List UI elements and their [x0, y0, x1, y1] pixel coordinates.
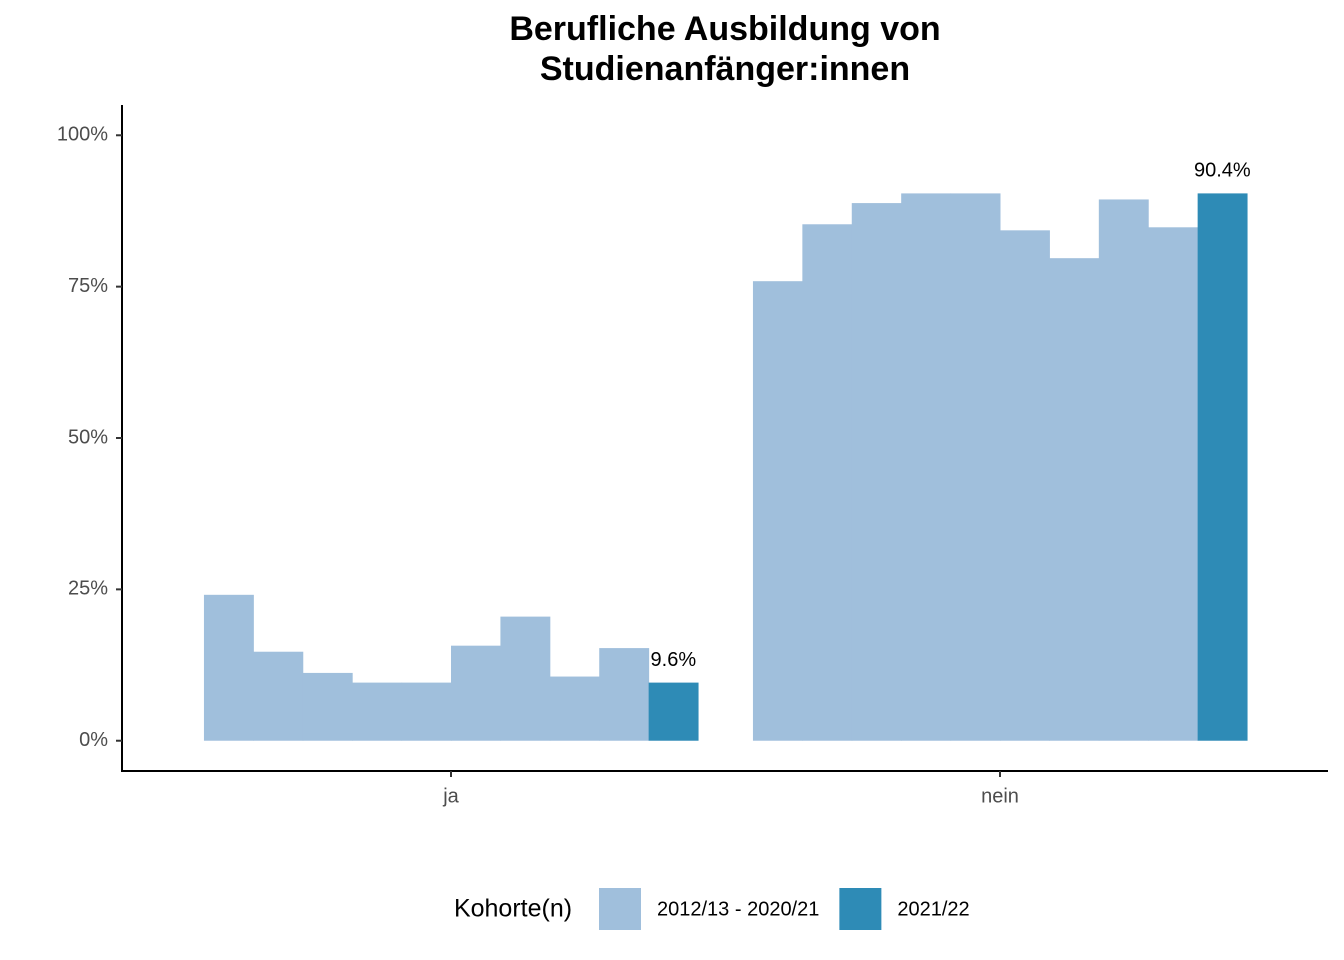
bar	[1197, 193, 1248, 741]
legend-label: 2012/13 - 2020/21	[657, 898, 819, 920]
data-label: 90.4%	[1194, 160, 1251, 182]
bar	[401, 682, 452, 741]
legend-swatch	[839, 888, 882, 930]
y-tick-label: 100%	[57, 124, 108, 146]
legend-label: 2021/22	[897, 898, 969, 920]
bar	[1098, 199, 1149, 741]
data-label: 9.6%	[651, 649, 697, 671]
legend-title: Kohorte(n)	[454, 895, 572, 923]
bar	[851, 203, 902, 741]
bar	[253, 651, 304, 741]
chart-title: Studienanfänger:innen	[540, 50, 910, 88]
bar	[302, 672, 353, 741]
bar	[203, 594, 254, 741]
bar	[352, 682, 403, 741]
bar	[599, 648, 650, 741]
bar	[500, 616, 551, 741]
y-tick-label: 75%	[68, 275, 108, 297]
bar	[802, 224, 853, 741]
bar	[549, 676, 600, 741]
bar	[950, 193, 1001, 741]
bar	[648, 682, 699, 741]
x-tick-label: ja	[442, 785, 459, 807]
y-tick-label: 50%	[68, 426, 108, 448]
bar	[1049, 258, 1100, 741]
bar	[1000, 230, 1050, 741]
chart-title: Berufliche Ausbildung von	[509, 10, 940, 48]
y-tick-label: 0%	[79, 729, 108, 751]
y-tick-label: 25%	[68, 578, 108, 600]
bar	[752, 281, 803, 741]
bar	[1148, 227, 1199, 741]
bar	[901, 193, 952, 741]
bar	[451, 645, 501, 741]
legend-swatch	[599, 888, 641, 930]
x-tick-label: nein	[981, 785, 1019, 807]
